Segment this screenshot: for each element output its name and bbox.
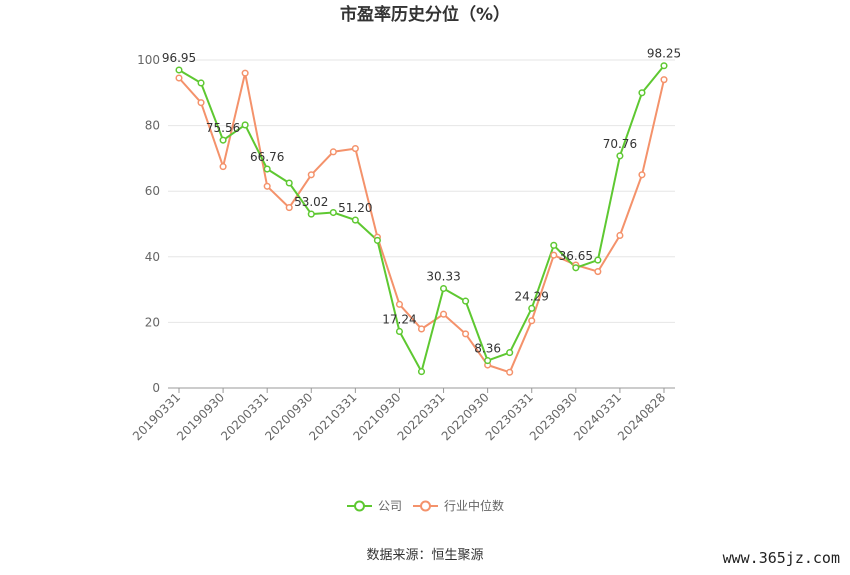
y-tick-label: 80	[145, 119, 160, 133]
data-label: 98.25	[647, 47, 681, 61]
legend-item-company[interactable]: 公司	[347, 499, 402, 513]
data-point-s1-19	[594, 268, 602, 276]
data-label: 17.24	[382, 312, 416, 326]
data-point-s0-11	[417, 368, 426, 376]
gridlines	[168, 59, 675, 323]
data-point-s1-16	[528, 317, 536, 325]
data-point-s1-20	[616, 231, 624, 240]
data-point-s0-18	[572, 264, 580, 272]
data-point-s1-3	[241, 69, 249, 77]
data-point-s1-7	[329, 148, 337, 156]
legend-label-industry: 行业中位数	[444, 498, 504, 513]
data-point-s0-2	[219, 136, 227, 144]
data-point-s1-22	[660, 76, 668, 84]
data-label: 51.20	[338, 201, 372, 215]
legend-item-industry[interactable]: 行业中位数	[413, 498, 504, 513]
data-point-s0-14	[484, 357, 492, 365]
data-point-s0-12	[439, 284, 448, 293]
chart-title: 市盈率历史分位（%）	[340, 4, 510, 25]
data-point-s0-6	[307, 210, 315, 218]
series-points	[175, 62, 668, 376]
data-point-s1-5	[285, 204, 293, 212]
data-point-s1-1	[197, 99, 205, 107]
data-point-s0-10	[395, 327, 404, 336]
data-point-s1-6	[307, 171, 315, 179]
y-tick-label: 60	[145, 184, 160, 198]
data-point-s1-11	[417, 325, 426, 333]
legend-label-company: 公司	[378, 499, 402, 513]
data-point-s0-13	[462, 297, 470, 305]
data-point-s1-2	[219, 163, 227, 171]
data-point-s0-9	[373, 236, 381, 244]
y-tick-label: 20	[145, 315, 160, 329]
data-point-s0-4	[263, 165, 271, 173]
data-point-s1-4	[263, 182, 271, 190]
data-point-s0-22	[660, 62, 668, 70]
legend[interactable]: 公司 行业中位数	[347, 498, 504, 513]
data-point-s1-8	[351, 145, 359, 153]
x-axis: 2019033120190930202003312020093020210331…	[130, 387, 675, 443]
data-point-s0-8	[351, 216, 359, 224]
data-point-s0-21	[638, 89, 646, 97]
legend-marker-company	[354, 500, 365, 512]
data-point-s1-17	[550, 251, 558, 259]
legend-marker-industry	[420, 500, 431, 512]
data-label: 36.65	[559, 249, 593, 263]
data-label: 66.76	[250, 150, 284, 164]
data-point-s0-7	[329, 208, 337, 217]
data-point-s1-13	[462, 330, 470, 338]
x-tick-label: 20240828	[615, 390, 668, 443]
data-point-s1-10	[395, 300, 404, 308]
data-point-s0-5	[285, 179, 293, 187]
data-point-s1-12	[439, 310, 448, 318]
data-point-s0-3	[241, 121, 249, 129]
data-point-s1-21	[638, 171, 646, 179]
data-point-s1-15	[506, 368, 514, 376]
data-point-s0-17	[550, 241, 558, 249]
y-tick-label: 0	[152, 381, 160, 395]
data-label: 75.56	[206, 121, 240, 135]
data-label: 53.02	[294, 195, 328, 209]
data-point-s0-19	[594, 256, 602, 264]
data-point-s0-20	[616, 152, 624, 160]
data-label: 70.76	[603, 137, 637, 151]
data-point-s0-0	[175, 66, 183, 74]
data-point-s0-15	[506, 349, 514, 357]
data-label: 8.36	[474, 342, 501, 356]
data-label: 30.33	[426, 270, 460, 284]
source-note: 数据来源：恒生聚源	[366, 548, 483, 563]
y-tick-label: 40	[145, 250, 160, 264]
data-labels: 96.95 75.56 66.76 53.02 51.20 17.24 30.33 8.36 2…	[162, 47, 681, 356]
data-label: 24.29	[515, 289, 549, 303]
data-point-s0-1	[197, 79, 205, 87]
data-label: 96.95	[162, 51, 196, 65]
data-point-s1-0	[175, 74, 183, 82]
y-axis: 0 20 40 60 80 100	[137, 53, 160, 395]
data-point-s0-16	[528, 304, 536, 312]
watermark: www.365jz.com	[723, 549, 840, 567]
y-tick-label: 100	[137, 53, 160, 67]
